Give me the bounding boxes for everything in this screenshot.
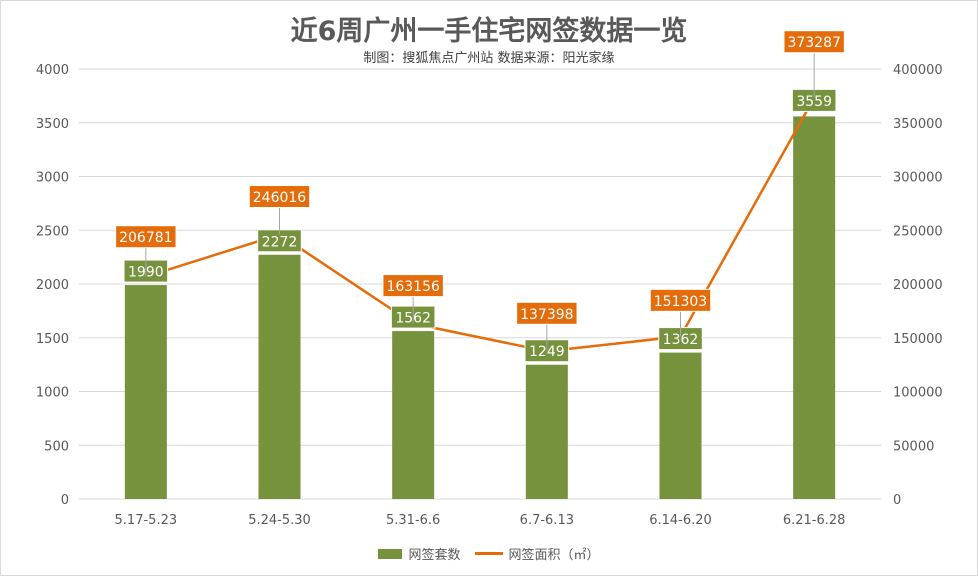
line-data-label-box xyxy=(516,301,578,325)
legend-item-bars: 网签套数 xyxy=(378,544,461,563)
line-data-label: 137398 xyxy=(520,307,573,323)
x-tick-label: 6.7-6.13 xyxy=(520,513,574,528)
y-left-tick-label: 2500 xyxy=(36,224,69,239)
y-left-tick-label: 0 xyxy=(61,493,69,508)
y-left-tick-label: 3500 xyxy=(36,117,69,132)
y-left-tick-label: 2000 xyxy=(36,278,69,293)
bar xyxy=(124,285,167,499)
x-tick-label: 5.24-5.30 xyxy=(248,513,311,528)
line-data-label-box xyxy=(382,274,444,298)
bar-data-label: 3559 xyxy=(796,94,832,110)
bar-data-label: 1249 xyxy=(529,344,565,360)
chart-title: 近6周广州一手住宅网签数据一览 xyxy=(290,16,688,47)
y-left-tick-label: 1000 xyxy=(36,386,69,401)
line-data-label-box xyxy=(248,185,311,209)
y-right-tick-label: 100000 xyxy=(893,386,943,401)
bar xyxy=(793,116,836,499)
bar-data-label: 2272 xyxy=(262,234,298,250)
bar xyxy=(525,364,568,499)
bar-data-label: 1362 xyxy=(663,332,699,348)
legend-label-bars: 网签套数 xyxy=(408,548,461,563)
y-left-tick-label: 1500 xyxy=(36,332,69,347)
y-left-tick-label: 4000 xyxy=(36,63,69,78)
bar xyxy=(258,254,301,499)
y-left-tick-label: 500 xyxy=(44,439,69,454)
x-tick-label: 6.14-6.20 xyxy=(649,513,712,528)
line-data-label: 206781 xyxy=(119,230,172,246)
y-left-tick-label: 3000 xyxy=(36,171,69,186)
bar xyxy=(659,352,702,499)
y-right-tick-label: 0 xyxy=(893,493,901,508)
bar xyxy=(392,331,435,499)
legend-label-line: 网签面积（㎡） xyxy=(508,548,600,563)
legend-swatch-bar xyxy=(378,548,403,559)
line-data-label-box xyxy=(115,225,177,249)
line-data-label: 151303 xyxy=(654,294,707,310)
chart-legend: 网签套数 网签面积（㎡） xyxy=(1,544,977,563)
line-data-label: 373287 xyxy=(787,35,840,51)
y-right-tick-label: 400000 xyxy=(893,63,943,78)
y-right-tick-label: 250000 xyxy=(893,224,943,239)
series-line xyxy=(145,97,816,353)
line-data-label-box xyxy=(783,30,845,54)
legend-swatch-line xyxy=(474,552,503,555)
y-right-tick-label: 300000 xyxy=(893,171,943,186)
chart-subtitle: 制图：搜狐焦点广州站 数据来源：阳光家缘 xyxy=(363,51,615,66)
legend-item-line: 网签面积（㎡） xyxy=(474,544,600,563)
line-data-label: 246016 xyxy=(253,190,307,206)
x-tick-label: 6.21-6.28 xyxy=(783,513,846,528)
line-data-label: 163156 xyxy=(386,279,440,295)
line-data-label-box xyxy=(649,288,712,312)
x-tick-label: 5.17-5.23 xyxy=(115,513,178,528)
y-right-tick-label: 350000 xyxy=(893,117,943,132)
y-right-tick-label: 150000 xyxy=(893,332,943,347)
y-right-tick-label: 50000 xyxy=(893,439,934,454)
x-tick-label: 5.31-6.6 xyxy=(386,513,440,528)
y-right-tick-label: 200000 xyxy=(893,278,943,293)
